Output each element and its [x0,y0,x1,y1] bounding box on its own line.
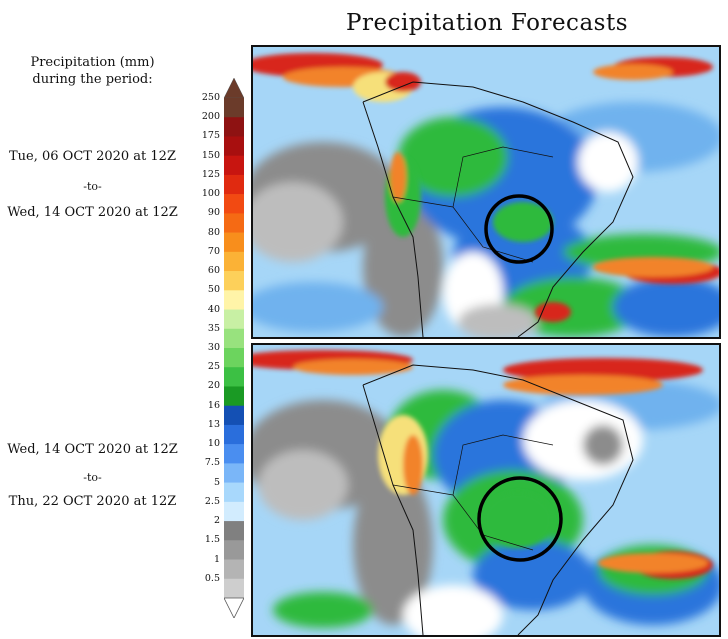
legend-heading-line2: during the period: [32,72,153,87]
colorbar-tick-label: 13 [207,418,220,430]
colorbar-tick-label: 70 [207,245,220,257]
colorbar-tick-label: 150 [201,149,220,161]
colorbar-segment [224,98,244,118]
colorbar-tick-label: 80 [207,226,220,238]
page-title: Precipitation Forecasts [345,10,629,36]
colorbar-tick-label: 50 [207,284,220,296]
period2-to: -to- [83,471,102,484]
colorbar-segment [224,194,244,214]
period2-start: Wed, 14 OCT 2020 at 12Z [7,442,178,457]
colorbar-tick-label: 40 [207,303,220,315]
colorbar-segment [224,521,244,541]
colorbar-tick-label: 60 [207,265,220,277]
highlight-circle [484,194,554,264]
colorbar-segment [224,540,244,560]
legend-heading: Precipitation (mm) during the period: [0,54,185,88]
colorbar-segment [224,578,244,599]
colorbar-tick-label: 7.5 [204,457,220,469]
forecast-map-period1 [251,45,721,339]
colorbar-segment [224,559,244,580]
colorbar-top-arrow [224,78,244,99]
colorbar-segment [224,117,244,137]
colorbar-segment [224,424,244,445]
colorbar-segment [224,271,244,291]
colorbar-segment [224,251,244,272]
colorbar-tick-label: 175 [201,130,220,142]
colorbar-tick-label: 1 [213,553,220,565]
colorbar-segment [224,386,244,406]
colorbar-tick-label: 25 [207,361,220,373]
precipitation-colorbar [224,78,244,618]
legend-heading-line1: Precipitation (mm) [30,55,155,70]
colorbar-segment [224,501,244,522]
colorbar-segment [224,155,244,176]
period1-start: Tue, 06 OCT 2020 at 12Z [9,149,176,164]
colorbar-tick-label: 16 [207,399,220,411]
colorbar-segment [224,348,244,368]
colorbar-segment [224,136,244,156]
colorbar-segment [224,405,244,426]
colorbar-tick-label: 2 [213,515,220,527]
colorbar-tick-label: 2.5 [204,495,220,507]
colorbar-segment [224,463,244,483]
colorbar-tick-label: 125 [201,168,220,180]
highlight-circle [477,476,563,562]
colorbar-segment [224,174,244,195]
colorbar-segment [224,232,244,253]
forecast-map-period2-image [253,345,719,635]
colorbar-tick-label: 1.5 [204,534,220,546]
colorbar-tick-label: 20 [207,380,220,392]
colorbar-segment [224,309,244,330]
colorbar-segment [224,444,244,464]
colorbar-tick-label: 90 [207,207,220,219]
colorbar-segment [224,290,244,310]
forecast-map-period2 [251,343,721,637]
colorbar-segment [224,482,244,503]
colorbar-segment [224,367,244,387]
colorbar-tick-label: 0.5 [204,572,220,584]
colorbar-segment [224,213,244,233]
colorbar-tick-label: 30 [207,342,220,353]
colorbar-tick-label: 100 [201,188,220,200]
period1-end: Wed, 14 OCT 2020 at 12Z [7,205,178,220]
colorbar-tick-label: 5 [213,476,220,488]
colorbar-segment [224,328,244,349]
colorbar-bottom-arrow [224,597,244,618]
forecast-map-period1-image [253,47,719,337]
period2-end: Thu, 22 OCT 2020 at 12Z [8,494,177,509]
colorbar-tick-label: 200 [201,111,220,123]
period1-to: -to- [83,180,102,193]
colorbar-tick-label: 10 [207,438,220,450]
colorbar-tick-label: 250 [201,92,220,103]
colorbar-tick-label: 35 [207,322,220,334]
